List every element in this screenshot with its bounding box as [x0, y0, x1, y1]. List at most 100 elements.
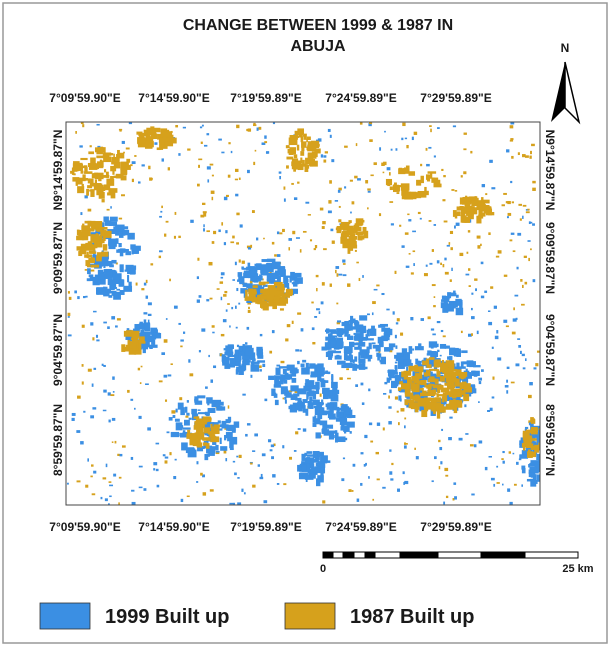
built-up-speckle [68, 316, 70, 318]
built-up-speckle [178, 236, 181, 238]
built-up-speckle [252, 450, 255, 452]
built-up-patch [89, 166, 98, 170]
built-up-patch [532, 438, 537, 441]
built-up-speckle [496, 330, 498, 333]
built-up-speckle [514, 484, 517, 486]
built-up-speckle [513, 453, 515, 455]
built-up-patch [228, 417, 231, 422]
built-up-speckle [493, 484, 495, 487]
built-up-speckle [395, 271, 397, 274]
built-up-speckle [379, 147, 381, 150]
built-up-patch [294, 154, 298, 158]
built-up-speckle [199, 295, 202, 298]
built-up-speckle [199, 350, 201, 352]
built-up-patch [292, 406, 295, 411]
built-up-patch [455, 213, 457, 218]
built-up-patch [427, 406, 432, 409]
built-up-speckle [103, 322, 107, 324]
built-up-speckle [236, 327, 238, 329]
built-up-speckle [312, 342, 315, 344]
built-up-patch [403, 189, 406, 194]
built-up-speckle [169, 452, 171, 455]
built-up-patch [321, 347, 326, 351]
built-up-speckle [532, 223, 535, 225]
built-up-speckle [165, 460, 168, 463]
built-up-speckle [161, 206, 163, 208]
built-up-speckle [511, 382, 515, 384]
built-up-speckle [393, 311, 395, 314]
built-up-patch [330, 330, 332, 336]
built-up-speckle [301, 328, 304, 331]
built-up-speckle [527, 240, 530, 242]
built-up-speckle [391, 149, 393, 151]
built-up-patch [348, 220, 351, 223]
built-up-patch [121, 344, 125, 352]
built-up-speckle [411, 272, 414, 274]
built-up-speckle [109, 481, 112, 483]
built-up-patch [405, 389, 411, 397]
built-up-speckle [383, 427, 385, 430]
built-up-speckle [77, 296, 79, 299]
built-up-speckle [242, 394, 245, 396]
built-up-speckle [237, 477, 239, 479]
built-up-speckle [69, 297, 72, 300]
scale-segment [375, 552, 400, 558]
built-up-speckle [347, 283, 350, 286]
longitude-label: 7°24'59.89"E [325, 91, 396, 105]
built-up-speckle [180, 346, 182, 348]
built-up-patch [223, 356, 226, 361]
built-up-speckle [96, 339, 99, 341]
built-up-patch [127, 233, 134, 240]
longitude-label: 7°29'59.89"E [420, 520, 491, 534]
built-up-speckle [144, 319, 147, 322]
built-up-speckle [464, 133, 467, 135]
built-up-speckle [110, 394, 114, 396]
built-up-speckle [138, 368, 140, 371]
built-up-speckle [455, 190, 457, 192]
built-up-speckle [412, 231, 416, 233]
built-up-patch [126, 162, 128, 167]
built-up-patch [207, 454, 210, 457]
built-up-speckle [321, 301, 324, 304]
built-up-speckle [342, 259, 345, 262]
built-up-patch [337, 361, 346, 365]
built-up-patch [220, 438, 222, 444]
built-up-speckle [471, 308, 473, 310]
built-up-speckle [376, 452, 379, 454]
built-up-speckle [527, 209, 529, 211]
built-up-patch [107, 289, 110, 291]
built-up-speckle [478, 378, 482, 381]
built-up-speckle [454, 496, 457, 499]
built-up-patch [437, 350, 439, 352]
built-up-patch [101, 175, 110, 178]
built-up-patch [99, 239, 104, 243]
built-up-speckle [463, 171, 466, 174]
built-up-patch [120, 290, 125, 295]
built-up-patch [116, 238, 119, 244]
built-up-speckle [136, 283, 138, 286]
built-up-patch [464, 383, 471, 388]
built-up-speckle [277, 483, 279, 485]
built-up-speckle [338, 219, 341, 222]
built-up-patch [290, 135, 298, 140]
built-up-speckle [77, 396, 81, 399]
built-up-speckle [235, 262, 237, 265]
built-up-patch [323, 411, 332, 415]
built-up-speckle [141, 366, 143, 368]
built-up-patch [144, 323, 150, 331]
built-up-patch [256, 349, 263, 356]
built-up-speckle [360, 122, 363, 124]
built-up-speckle [526, 211, 530, 213]
built-up-patch [175, 419, 180, 422]
built-up-speckle [238, 303, 240, 305]
built-up-patch [404, 167, 406, 173]
built-up-patch [387, 378, 390, 383]
built-up-patch [241, 266, 244, 269]
built-up-speckle [107, 209, 110, 211]
built-up-patch [340, 226, 349, 230]
built-up-speckle [207, 166, 211, 169]
built-up-speckle [400, 333, 403, 336]
built-up-patch [368, 358, 371, 361]
built-up-patch [357, 220, 364, 223]
latitude-label: N9°14'59.87"N [543, 130, 557, 211]
